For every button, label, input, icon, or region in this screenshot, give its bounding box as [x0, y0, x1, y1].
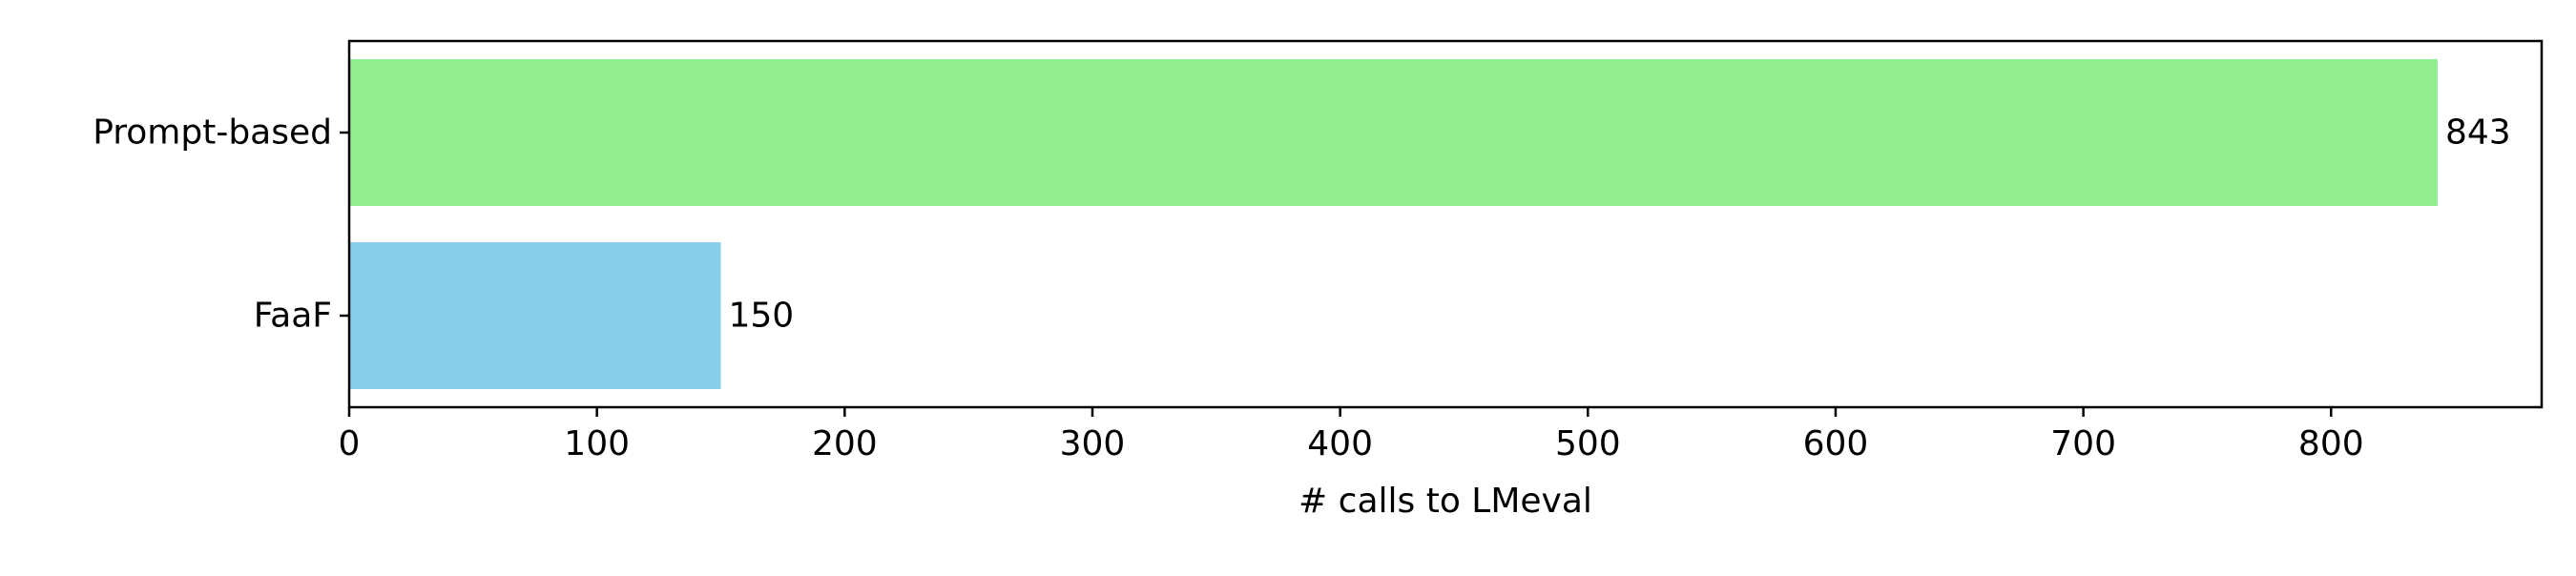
- x-tick-label-600: 600: [1803, 424, 1869, 463]
- ticks-layer: Prompt-based FaaF 0 100 200 300 400 500 600 700 80…: [93, 113, 2363, 464]
- x-tick-label-100: 100: [564, 424, 630, 463]
- bar-prompt-based: [349, 59, 2438, 206]
- plot-frame: [347, 39, 2544, 409]
- x-tick-label-500: 500: [1555, 424, 1621, 463]
- bars-layer: 843 150: [349, 59, 2511, 389]
- y-tick-label-faaf: FaaF: [254, 297, 332, 336]
- y-tick-label-prompt-based: Prompt-based: [93, 113, 332, 153]
- bar-faaf: [349, 242, 721, 389]
- x-tick-label-200: 200: [812, 424, 878, 463]
- x-axis-title: # calls to LMeval: [1298, 482, 1592, 521]
- value-label-faaf: 150: [728, 297, 794, 336]
- x-tick-label-800: 800: [2298, 424, 2364, 463]
- x-tick-label-0: 0: [339, 424, 361, 463]
- x-tick-label-400: 400: [1307, 424, 1373, 463]
- value-label-prompt-based: 843: [2445, 113, 2511, 153]
- x-tick-label-700: 700: [2050, 424, 2116, 463]
- x-tick-label-300: 300: [1060, 424, 1126, 463]
